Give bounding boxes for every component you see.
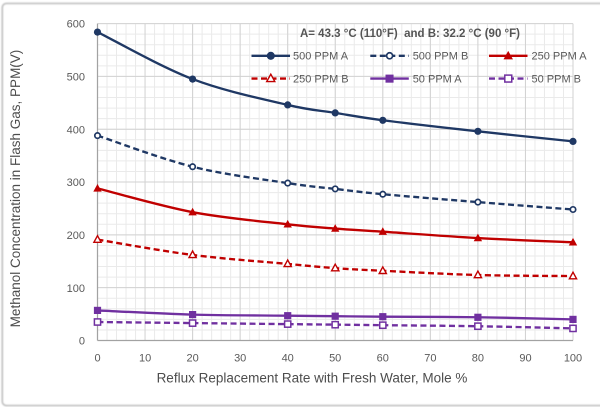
svg-text:50 PPM B: 50 PPM B <box>532 73 582 85</box>
svg-text:500 PPM B: 500 PPM B <box>413 51 469 63</box>
svg-text:100: 100 <box>67 283 85 295</box>
svg-text:0: 0 <box>94 353 100 365</box>
svg-text:250 PPM B: 250 PPM B <box>293 73 349 85</box>
svg-text:Methanol Concentration in Flas: Methanol Concentration in Flash Gas, PPM… <box>8 50 23 328</box>
svg-text:500: 500 <box>67 72 85 84</box>
svg-text:100: 100 <box>564 353 582 365</box>
svg-text:50: 50 <box>329 353 341 365</box>
svg-text:Reflux Replacement Rate with F: Reflux Replacement Rate with Fresh Water… <box>157 370 468 385</box>
svg-text:20: 20 <box>186 353 198 365</box>
svg-text:400: 400 <box>67 124 85 136</box>
svg-text:0: 0 <box>79 336 85 348</box>
svg-text:70: 70 <box>424 353 436 365</box>
svg-text:250 PPM A: 250 PPM A <box>532 51 588 63</box>
svg-text:A= 43.3 °C (110°F) and B: 32.: A= 43.3 °C (110°F) and B: 32.2 °C (90 °F… <box>300 28 520 40</box>
svg-text:30: 30 <box>234 353 246 365</box>
svg-text:600: 600 <box>67 19 85 31</box>
svg-text:90: 90 <box>519 353 531 365</box>
svg-text:40: 40 <box>282 353 294 365</box>
svg-text:10: 10 <box>139 353 151 365</box>
svg-text:300: 300 <box>67 177 85 189</box>
svg-text:50 PPM A: 50 PPM A <box>413 73 463 85</box>
svg-text:80: 80 <box>472 353 484 365</box>
svg-text:200: 200 <box>67 230 85 242</box>
svg-text:500 PPM A: 500 PPM A <box>293 51 349 63</box>
svg-text:60: 60 <box>377 353 389 365</box>
